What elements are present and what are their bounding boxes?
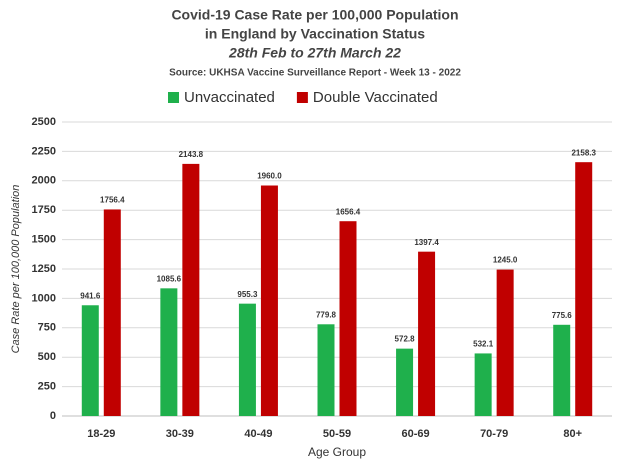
- bar: [182, 163, 200, 416]
- bar: [553, 324, 571, 416]
- bar: [160, 288, 178, 416]
- value-label: 1397.4: [414, 238, 439, 247]
- x-tick-label: 18-29: [87, 428, 115, 440]
- bar: [103, 209, 121, 416]
- value-label: 779.8: [316, 310, 337, 319]
- value-label: 1960.0: [257, 172, 282, 181]
- value-label: 955.3: [237, 290, 258, 299]
- x-tick-label: 40-49: [244, 428, 272, 440]
- value-label: 532.1: [473, 340, 494, 349]
- chart-title: in England by Vaccination Status: [205, 26, 425, 42]
- value-label: 1085.6: [157, 274, 182, 283]
- legend-swatch: [168, 92, 179, 103]
- bar: [317, 324, 335, 416]
- x-tick-label: 80+: [563, 428, 582, 440]
- y-tick-label: 2000: [32, 175, 56, 187]
- bar: [418, 251, 436, 416]
- x-tick-label: 50-59: [323, 428, 351, 440]
- x-axis-label: Age Group: [308, 445, 366, 459]
- value-label: 941.6: [80, 291, 101, 300]
- value-label: 572.8: [395, 335, 416, 344]
- y-tick-label: 0: [50, 410, 56, 422]
- value-label: 2143.8: [179, 150, 204, 159]
- value-label: 1756.4: [100, 196, 125, 205]
- x-tick-label: 70-79: [480, 428, 508, 440]
- value-label: 775.6: [552, 311, 573, 320]
- y-tick-label: 1500: [32, 234, 56, 246]
- bar: [238, 303, 256, 416]
- value-label: 1245.0: [493, 256, 518, 265]
- chart-title: Covid-19 Case Rate per 100,000 Populatio…: [171, 7, 458, 23]
- value-label: 2158.3: [571, 148, 596, 157]
- value-label: 1656.4: [336, 207, 361, 216]
- y-axis-label: Case Rate per 100,000 Population: [10, 185, 22, 354]
- chart-source: Source: UKHSA Vaccine Surveillance Repor…: [169, 68, 461, 79]
- bar: [339, 221, 357, 416]
- legend-label: Double Vaccinated: [313, 89, 438, 106]
- y-tick-label: 1250: [32, 263, 56, 275]
- bar: [260, 185, 278, 416]
- bar: [396, 348, 414, 416]
- bar: [474, 353, 492, 416]
- bar: [496, 269, 514, 416]
- y-tick-label: 250: [38, 381, 56, 393]
- chart-subtitle: 28th Feb to 27th March 22: [228, 45, 401, 61]
- y-tick-label: 2500: [32, 116, 56, 128]
- bar: [575, 162, 593, 416]
- legend-swatch: [296, 92, 308, 103]
- y-tick-label: 500: [38, 351, 56, 363]
- y-tick-label: 750: [38, 322, 56, 334]
- y-tick-label: 2250: [32, 145, 56, 157]
- bar: [81, 305, 99, 416]
- legend-label: Unvaccinated: [184, 89, 275, 106]
- x-tick-label: 60-69: [402, 428, 430, 440]
- y-tick-label: 1750: [32, 204, 56, 216]
- x-tick-label: 30-39: [166, 428, 194, 440]
- y-tick-label: 1000: [32, 292, 56, 304]
